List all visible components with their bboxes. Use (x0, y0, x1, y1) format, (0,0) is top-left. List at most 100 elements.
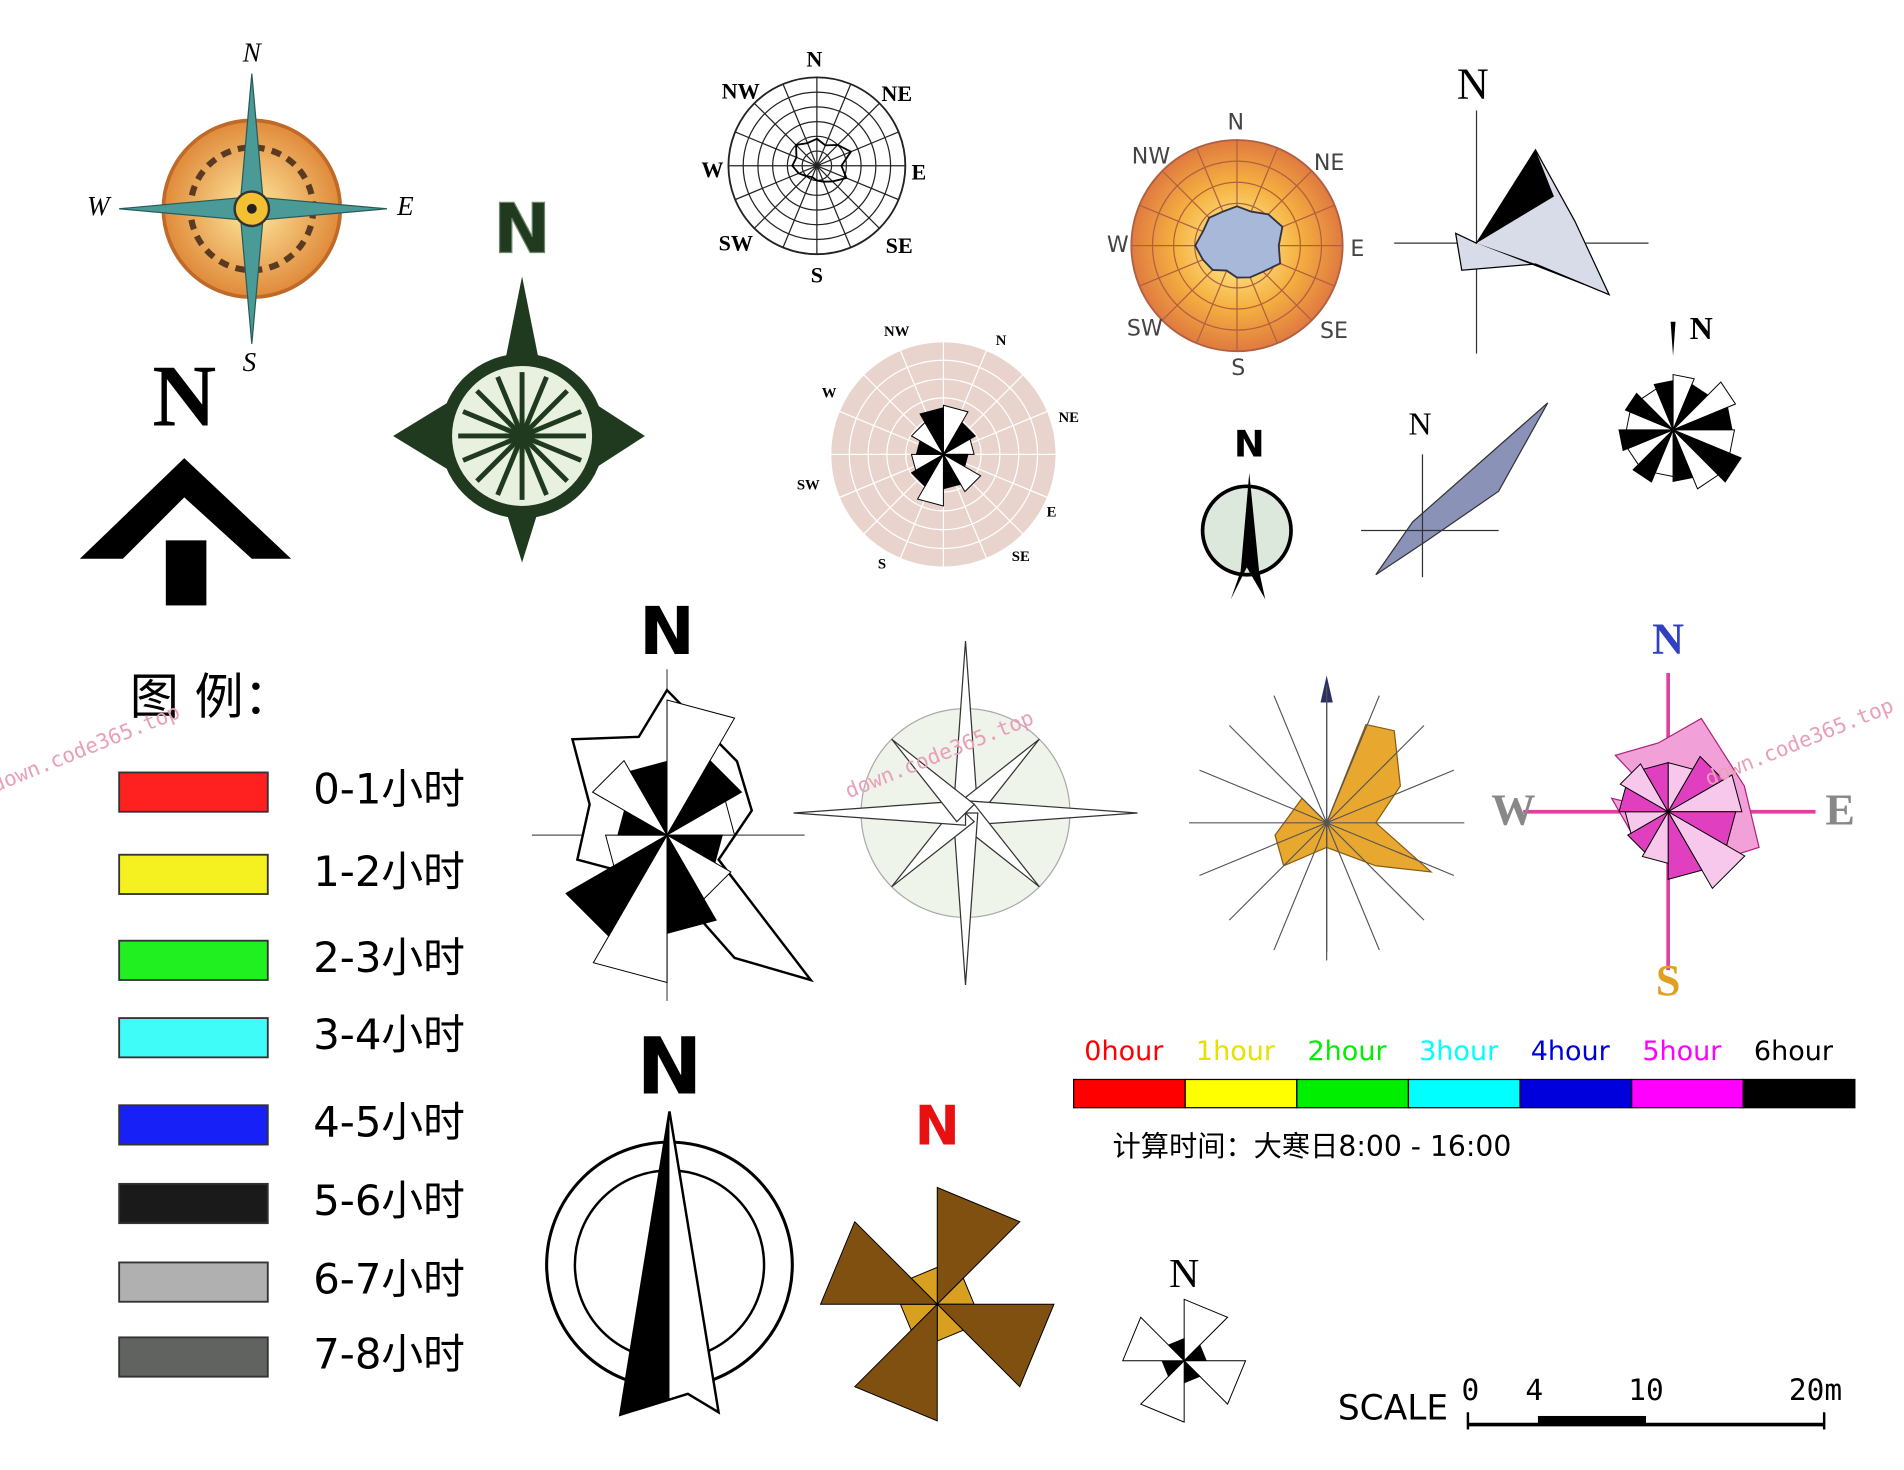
compass-spoke (495, 376, 525, 437)
wind-shape (791, 137, 853, 183)
compass-spoke (519, 435, 549, 496)
compass-label: NW (722, 78, 760, 103)
hour-label: 0hour (1084, 1036, 1164, 1067)
compass-label: N (1227, 109, 1244, 135)
hour-swatch (1407, 1078, 1521, 1109)
wind-shape (1375, 402, 1549, 576)
compass-label: SW (797, 478, 820, 494)
compass-label: W (1107, 232, 1129, 258)
compass-label: N (1690, 311, 1713, 346)
wind-shape (1476, 149, 1554, 244)
hour-label: 5hour (1642, 1036, 1722, 1067)
compass-label: S (1656, 956, 1681, 1005)
compass-spoke (520, 389, 569, 438)
compass-label: NW (884, 324, 910, 340)
compass-label: E (396, 191, 414, 221)
compass-label: SW (1127, 316, 1163, 342)
rose-spoke (734, 131, 818, 167)
hour-label: 1hour (1196, 1036, 1276, 1067)
wind-shape (1194, 205, 1284, 279)
wind-sector (1653, 380, 1674, 431)
decor (79, 73, 1826, 1430)
compass-needle (620, 1111, 670, 1415)
watermark: down.code365.top (1702, 693, 1897, 791)
compass-label: W (87, 191, 112, 221)
north-arrow (79, 458, 292, 559)
compass-label: W (701, 157, 723, 182)
legend-label: 0-1小时 (313, 765, 465, 814)
compass-spoke (521, 409, 583, 439)
compass-label: NE (881, 81, 912, 106)
compass-label: NE (1058, 410, 1079, 426)
compass-needle (1230, 472, 1266, 600)
hour-swatch (1072, 1078, 1186, 1109)
wind-sector (1167, 1337, 1185, 1362)
compass-label: SW (719, 231, 753, 256)
legend-label: 5-6小时 (313, 1176, 465, 1225)
compass-spoke (475, 389, 524, 438)
legend-title: 图 例： (130, 668, 293, 726)
hour-label: 2hour (1308, 1036, 1388, 1067)
compass-spoke (495, 435, 525, 496)
compass-label: E (911, 159, 926, 184)
hour-swatch (1184, 1078, 1298, 1109)
wind-sector (1182, 1360, 1247, 1405)
compass-label: N (915, 1094, 960, 1157)
compass-spoke (519, 376, 549, 437)
compass-label: N (1652, 615, 1684, 664)
legend-label: 4-5小时 (313, 1097, 465, 1146)
compass-label: N (639, 592, 695, 670)
scale-tick: 10 (1628, 1373, 1663, 1407)
legend-swatch (118, 771, 269, 813)
legend-label: 2-3小时 (313, 933, 465, 982)
rose-spoke (1273, 695, 1380, 951)
rose-spoke (816, 131, 899, 167)
compass-label: N (1457, 60, 1489, 109)
wind-sector (1642, 761, 1669, 814)
compass-label: S (878, 556, 886, 572)
legend-swatch (118, 1182, 269, 1225)
wind-sector (1122, 1316, 1186, 1362)
legend-label: 3-4小时 (313, 1010, 465, 1059)
rose-spoke (753, 102, 818, 167)
hour-swatch (1296, 1078, 1410, 1109)
wind-sector (936, 1186, 1021, 1306)
legend-label: 6-7小时 (313, 1255, 465, 1304)
compass-label: N (1234, 422, 1265, 465)
compass-label: E (1047, 505, 1057, 521)
legend-swatch (118, 1104, 269, 1146)
compass-point (891, 738, 976, 823)
rose-spoke (816, 165, 852, 248)
hour-label: 3hour (1419, 1036, 1499, 1067)
compass-label: SE (886, 233, 913, 258)
compass-label: N (1169, 1251, 1199, 1297)
compass-label: W (822, 386, 837, 402)
compass-label: N (996, 333, 1007, 349)
rose-spoke (782, 83, 818, 167)
wind-sector (629, 760, 668, 837)
compass-spoke (520, 434, 569, 483)
wind-sector (936, 1303, 1055, 1388)
wind-sector (1183, 1298, 1229, 1362)
compass-label: N (242, 37, 263, 67)
compass-spoke (475, 434, 524, 483)
compass-label: N (637, 1021, 703, 1113)
compass-spoke (521, 433, 583, 463)
compass-label: S (1231, 355, 1245, 381)
hour-swatch (1742, 1078, 1856, 1109)
scale-tick: 0 (1462, 1373, 1480, 1407)
wind-sector (1139, 1359, 1185, 1423)
compass-label: NE (1314, 150, 1345, 176)
wind-sector (910, 1266, 938, 1306)
scale-title: SCALE (1338, 1388, 1448, 1428)
compass-spoke (462, 433, 524, 463)
legend-swatch (118, 853, 269, 895)
hour-label: 4hour (1531, 1036, 1611, 1067)
compass-label: NW (1132, 144, 1171, 170)
compass-label: N (152, 348, 216, 446)
compass-label: E (1350, 236, 1364, 262)
hour-label: 6hour (1754, 1036, 1834, 1067)
north-arrow (1670, 321, 1676, 357)
legend-swatch (118, 1336, 269, 1378)
